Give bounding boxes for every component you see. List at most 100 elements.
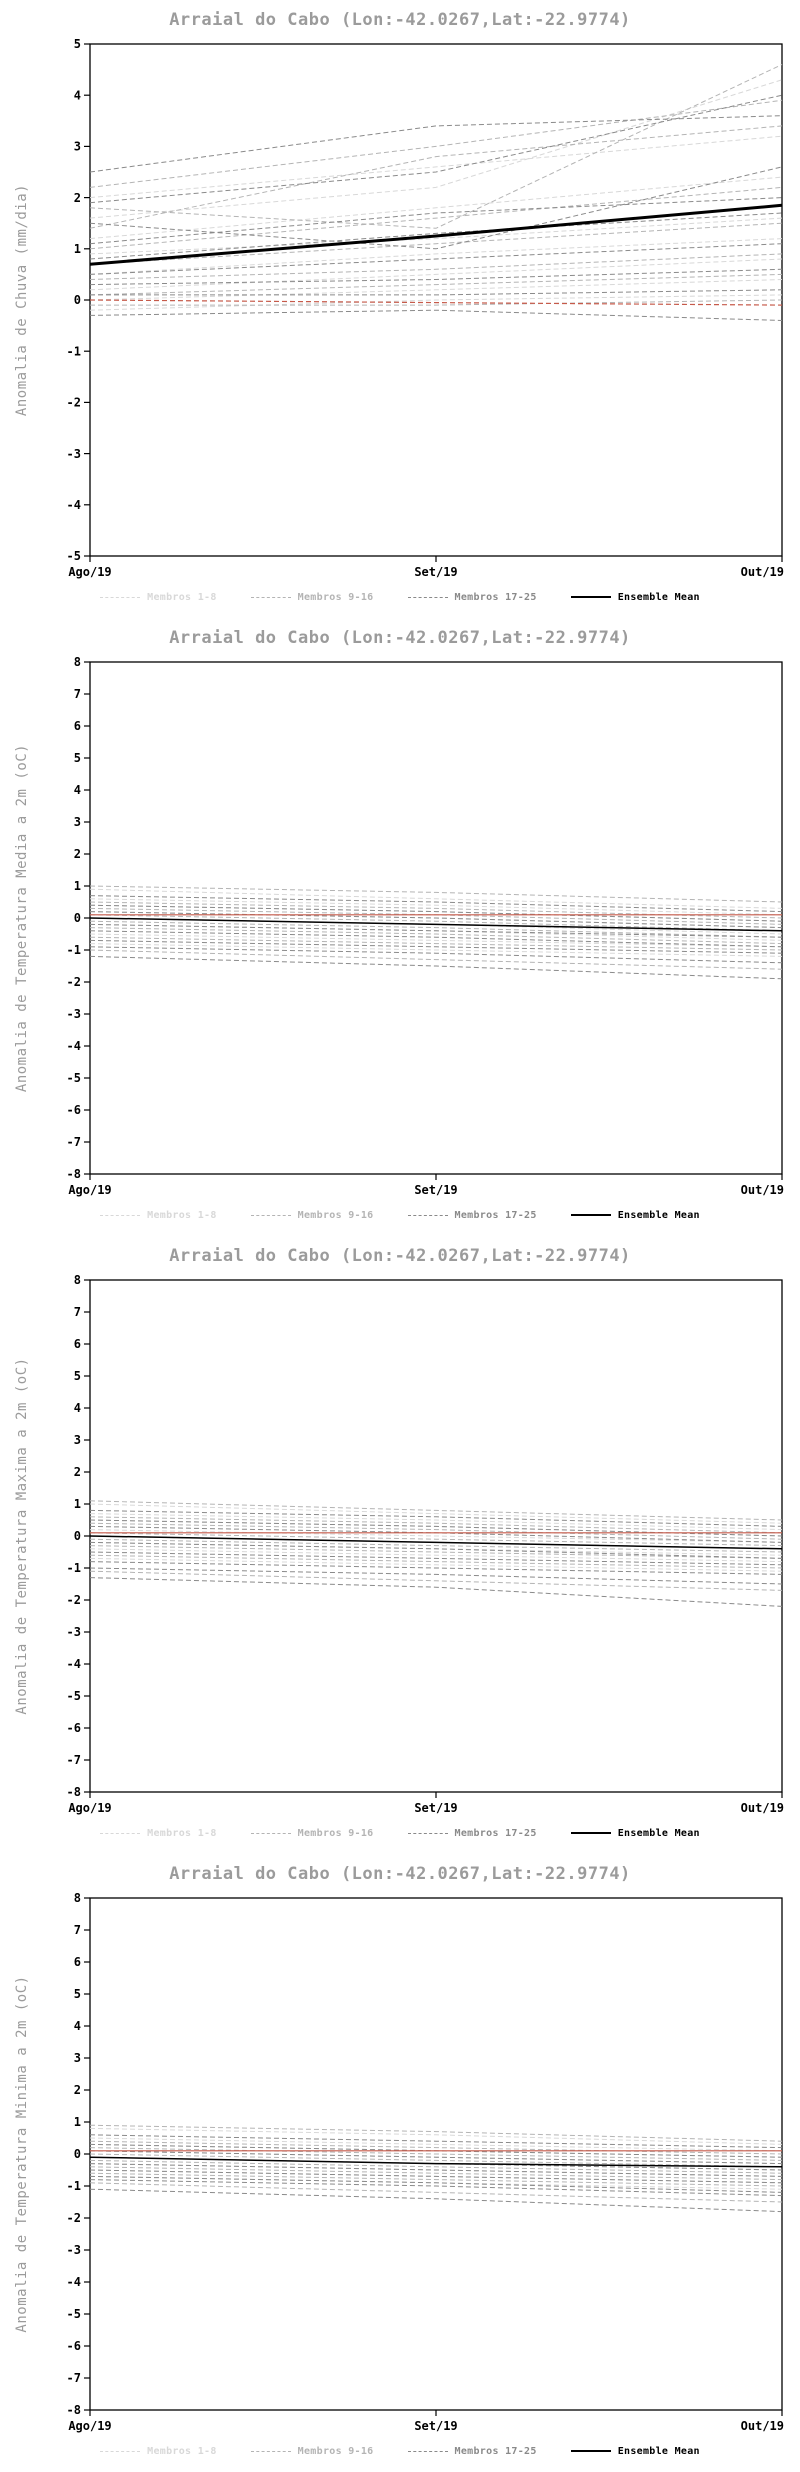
chart-legend: Membros 1-8 Membros 9-16 Membros 17-25 Ense… <box>0 584 800 610</box>
y-tick-label: 1 <box>74 879 81 893</box>
legend-item: Membros 17-25 <box>407 2445 537 2457</box>
legend-item: Membros 9-16 <box>250 2445 374 2457</box>
ensemble-member-line <box>89 911 783 929</box>
y-tick-label: -7 <box>67 1753 81 1767</box>
ensemble-member-line <box>89 243 783 275</box>
legend-label: Ensemble Mean <box>617 2445 700 2457</box>
legend-item: Membros 1-8 <box>100 1210 217 1221</box>
ensemble-member-line <box>89 2127 783 2145</box>
y-tick-label: -3 <box>67 447 81 461</box>
ensemble-member-line <box>89 279 783 301</box>
ensemble-member-line <box>89 1513 783 1531</box>
x-tick-label: Set/19 <box>414 565 457 579</box>
ensemble-member-line <box>89 927 783 945</box>
y-tick-label: -1 <box>67 2179 81 2193</box>
legend-item: Membros 9-16 <box>250 1828 374 1839</box>
ensemble-member-line <box>89 79 783 219</box>
legend-line-dashed-icon <box>407 596 448 598</box>
ensemble-member-line <box>89 2175 783 2193</box>
ensemble-mean-line <box>89 1535 783 1550</box>
legend-line-solid-icon <box>570 596 611 598</box>
ensemble-member-line <box>89 2179 783 2197</box>
legend-label: Membros 17-25 <box>454 1209 537 1221</box>
legend-line-solid-icon <box>570 2450 611 2452</box>
ensemble-member-line <box>89 166 783 250</box>
x-tick-label: Out/19 <box>741 1801 784 1815</box>
ensemble-member-line <box>89 253 783 280</box>
legend-label: Membros 17-25 <box>454 591 537 603</box>
y-axis-label: Anomalia de Temperatura Maxima a 2m (oC) <box>14 1357 30 1714</box>
legend-label: Membros 1-8 <box>147 1209 217 1221</box>
legend-line-dashed-icon <box>407 1832 448 1834</box>
chart-legend: Membros 1-8 Membros 9-16 Membros 17-25 Ense… <box>0 1820 800 1846</box>
ensemble-member-line <box>89 222 783 265</box>
legend-line-dashed-icon <box>250 2450 291 2452</box>
legend-item: Ensemble Mean <box>570 2445 700 2457</box>
y-tick-label: 0 <box>74 1529 81 1543</box>
y-tick-label: 6 <box>74 719 81 733</box>
y-tick-label: -8 <box>67 1167 81 1181</box>
ensemble-member-line <box>89 914 783 932</box>
ensemble-member-line <box>89 885 783 903</box>
ensemble-member-line <box>89 94 783 204</box>
ensemble-member-line <box>89 904 783 922</box>
ensemble-member-line <box>89 212 783 260</box>
y-tick-label: 7 <box>74 687 81 701</box>
y-tick-label: -2 <box>67 2211 81 2225</box>
legend-item: Membros 9-16 <box>250 1210 374 1221</box>
y-tick-label: 4 <box>74 783 81 797</box>
ensemble-member-line <box>89 2172 783 2187</box>
legend-label: Membros 9-16 <box>297 591 374 603</box>
x-tick-label: Set/19 <box>414 2419 457 2433</box>
x-tick-label: Out/19 <box>741 2419 784 2433</box>
legend-line-dashed-icon <box>100 1214 141 1216</box>
legend-item: Membros 1-8 <box>100 2446 217 2457</box>
y-tick-label: 0 <box>74 293 81 307</box>
legend-line-solid-icon <box>570 1214 611 1216</box>
x-tick-label: Set/19 <box>414 1801 457 1815</box>
chart-panel: Arraial do Cabo (Lon:-42.0267,Lat:-22.97… <box>0 0 800 618</box>
legend-item: Ensemble Mean <box>570 1210 700 1221</box>
legend-label: Membros 17-25 <box>454 2445 537 2457</box>
ensemble-mean-line <box>89 203 783 266</box>
ensemble-member-line <box>89 2169 783 2184</box>
y-tick-label: -7 <box>67 1135 81 1149</box>
ensemble-member-line <box>89 217 783 255</box>
ensemble-member-line <box>89 930 783 948</box>
chart-plot: -8 -7 -6 -5 -4 -3 -2 -1 0 1 2 3 4 5 6 7 8 Ago/19 Set/19 Out… <box>14 1273 784 1815</box>
y-tick-label: -1 <box>67 1561 81 1575</box>
ensemble-member-line <box>89 1541 783 1559</box>
ensemble-member-line <box>90 299 783 306</box>
y-tick-label: 2 <box>74 847 81 861</box>
ensemble-member-line <box>89 949 783 970</box>
ensemble-member-line <box>89 943 783 957</box>
legend-item: Membros 1-8 <box>100 592 217 603</box>
legend-line-dashed-icon <box>250 596 291 598</box>
ensemble-member-line <box>89 2159 783 2174</box>
ensemble-member-line <box>89 197 783 245</box>
ensemble-member-line <box>89 186 783 250</box>
ensemble-member-line <box>89 1500 783 1521</box>
ensemble-member-line <box>89 2150 783 2165</box>
ensemble-member-line <box>89 2140 783 2155</box>
ensemble-member-line <box>89 2134 783 2149</box>
ensemble-member-line <box>89 939 783 954</box>
ensemble-member-line <box>89 898 783 916</box>
ensemble-member-line <box>89 273 783 296</box>
ensemble-member-line <box>89 1509 783 1527</box>
y-tick-label: -4 <box>67 2275 81 2289</box>
y-tick-label: -1 <box>67 943 81 957</box>
y-tick-label: -8 <box>67 1785 81 1799</box>
reference-line <box>89 299 783 306</box>
legend-line-dashed-icon <box>100 2450 141 2452</box>
ensemble-member-line <box>89 125 783 229</box>
chart-panel: Arraial do Cabo (Lon:-42.0267,Lat:-22.97… <box>0 618 800 1236</box>
y-tick-label: 2 <box>74 2083 81 2097</box>
ensemble-member-line <box>89 176 783 240</box>
ensemble-member-line <box>89 895 783 913</box>
legend-label: Membros 9-16 <box>297 2445 374 2457</box>
legend-item: Ensemble Mean <box>570 1828 700 1839</box>
ensemble-mean-line <box>89 2156 783 2168</box>
y-axis-label: Anomalia de Temperatura Minima a 2m (oC) <box>14 1975 30 2332</box>
